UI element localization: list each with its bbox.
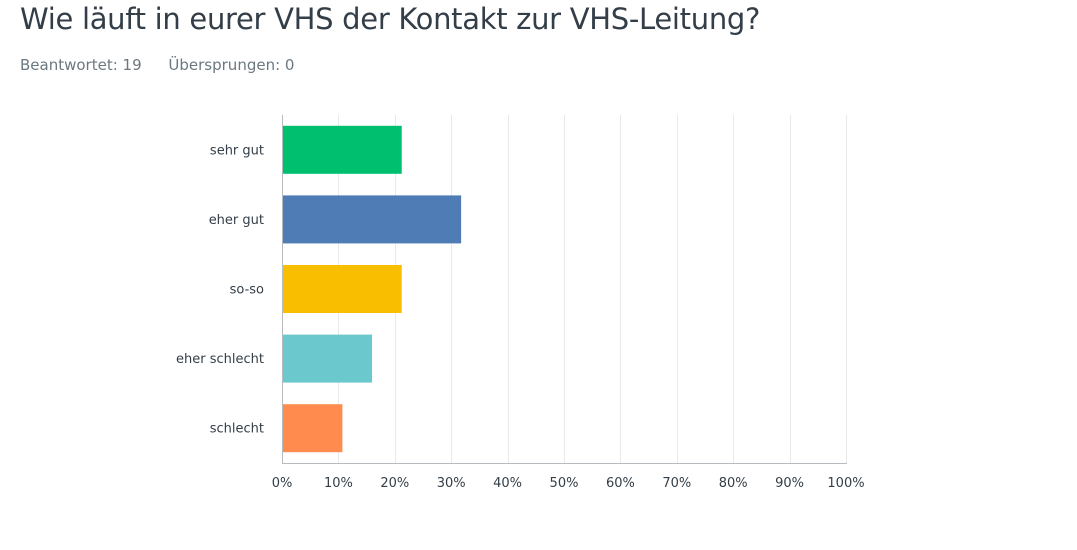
x-tick-label: 10%	[324, 476, 353, 491]
category-label: schlecht	[210, 422, 264, 437]
x-tick-label: 0%	[272, 476, 293, 491]
x-tick-label: 60%	[606, 476, 635, 491]
x-tick-label: 20%	[380, 476, 409, 491]
answered-count: Beantwortet: 19	[20, 56, 142, 74]
category-label: so-so	[230, 283, 264, 298]
bar-so-so	[283, 265, 402, 313]
x-tick-label: 40%	[493, 476, 522, 491]
x-tick-label: 30%	[437, 476, 466, 491]
bar-schlecht	[283, 404, 343, 453]
x-tick-label: 50%	[550, 476, 579, 491]
category-label: sehr gut	[210, 143, 264, 158]
bar-eher-gut	[283, 195, 462, 244]
bar-sehr-gut	[283, 125, 402, 174]
category-label: eher schlecht	[176, 352, 264, 367]
x-tick-label: 100%	[827, 476, 864, 491]
x-tick-label: 90%	[775, 476, 804, 491]
bar-eher-schlecht	[283, 334, 373, 383]
question-title: Wie läuft in eurer VHS der Kontakt zur V…	[20, 2, 761, 36]
category-label: eher gut	[209, 213, 264, 228]
x-tick-label: 80%	[719, 476, 748, 491]
skipped-count: Übersprungen: 0	[168, 56, 295, 74]
x-tick-label: 70%	[662, 476, 691, 491]
response-stats: Beantwortet: 19 Übersprungen: 0	[20, 56, 294, 74]
